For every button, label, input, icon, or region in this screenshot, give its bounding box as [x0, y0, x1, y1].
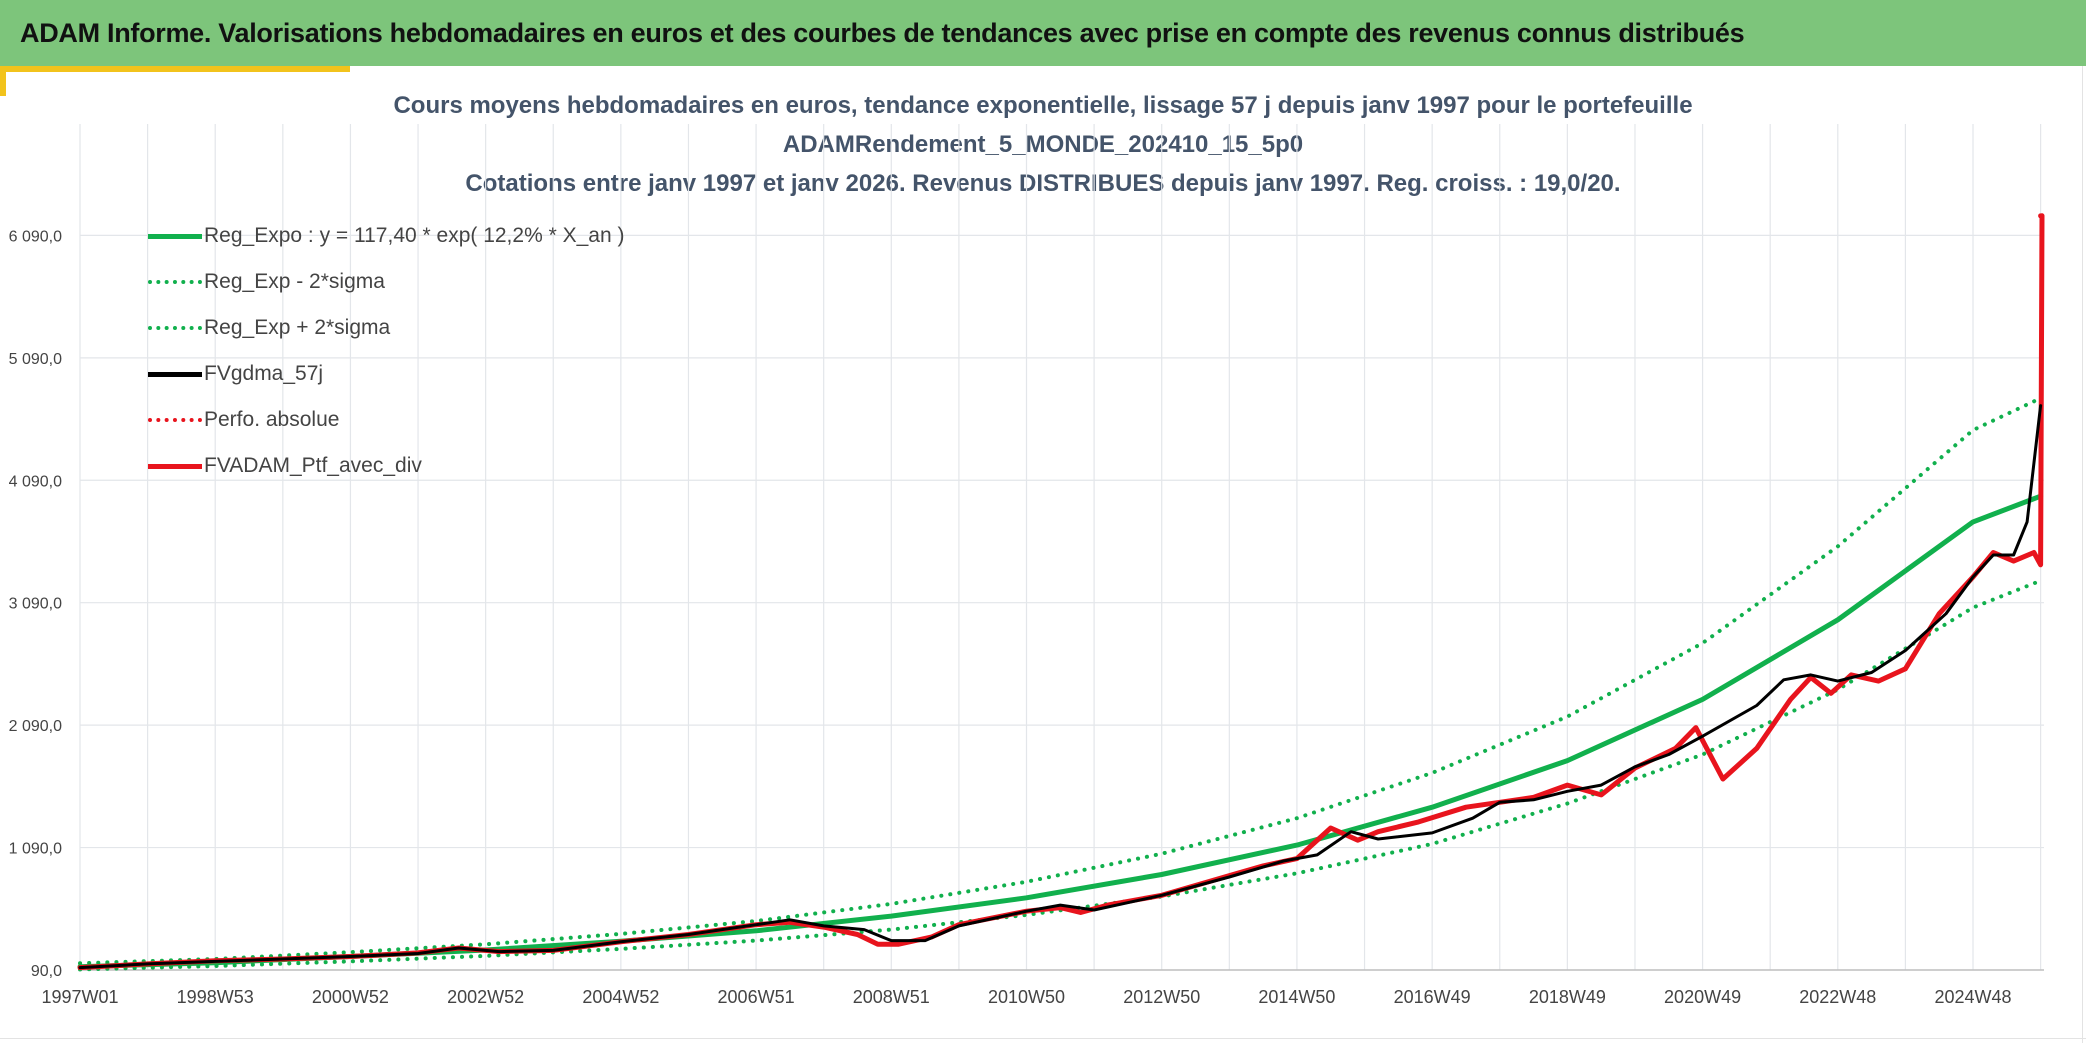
- legend-label-reg-exp-minus: Reg_Exp - 2*sigma: [204, 270, 385, 293]
- legend-swatch-perfo-absolue: [148, 418, 202, 422]
- legend-reg-expo: Reg_Expo : y = 117,40 * exp( 12,2% * X_a…: [148, 221, 624, 251]
- x-tick-label: 1998W53: [177, 987, 254, 1007]
- x-tick-label: 2008W51: [853, 987, 930, 1007]
- y-tick-label: 90,0: [31, 963, 62, 980]
- y-tick-label: 3 090,0: [9, 596, 62, 613]
- x-tick-label: 2000W52: [312, 987, 389, 1007]
- legend-swatch-fvadam: [148, 463, 202, 469]
- frame-border-bottom: [0, 1038, 2086, 1039]
- legend-label-fvadam: FVADAM_Ptf_avec_div: [204, 454, 422, 477]
- legend-swatch-reg-exp-minus: [148, 280, 202, 284]
- legend-label-fvgdma: FVgdma_57j: [204, 362, 324, 385]
- legend-swatch-reg-expo: [148, 233, 202, 239]
- x-tick-label: 2024W48: [1934, 987, 2011, 1007]
- x-tick-label: 2020W49: [1664, 987, 1741, 1007]
- legend-swatch-reg-exp-plus: [148, 326, 202, 330]
- x-tick-label: 2004W52: [582, 987, 659, 1007]
- series-line-0: [77, 493, 2044, 970]
- x-tick-label: 2012W50: [1123, 987, 1200, 1007]
- legend-fvadam: FVADAM_Ptf_avec_div: [148, 451, 422, 481]
- x-tick-label: 1997W01: [41, 987, 118, 1007]
- legend-label-perfo-absolue: Perfo. absolue: [204, 408, 340, 431]
- series-line-2: [78, 396, 2043, 966]
- x-tick-label: 2014W50: [1258, 987, 1335, 1007]
- chart-title-line-2: ADAMRendement_5_MONDE_202410_15_5p0: [782, 131, 1304, 158]
- x-tick-label: 2018W49: [1529, 987, 1606, 1007]
- y-tick-label: 6 090,0: [9, 228, 62, 245]
- series-line-3: [78, 404, 2043, 970]
- x-tick-label: 2002W52: [447, 987, 524, 1007]
- frame-border-right: [2082, 66, 2083, 1043]
- y-tick-label: 4 090,0: [9, 473, 62, 490]
- x-tick-label: 2006W51: [718, 987, 795, 1007]
- legend-perfo-absolue: Perfo. absolue: [148, 405, 339, 435]
- chart-title-line-1: Cours moyens hebdomadaires en euros, ten…: [393, 92, 1693, 119]
- x-tick-label: 2016W49: [1394, 987, 1471, 1007]
- y-tick-label: 1 090,0: [9, 841, 62, 858]
- series-point: [2038, 213, 2044, 219]
- legend-reg-exp-minus: Reg_Exp - 2*sigma: [148, 267, 385, 297]
- legend-fvgdma: FVgdma_57j: [148, 359, 323, 389]
- legend-reg-exp-plus: Reg_Exp + 2*sigma: [148, 313, 390, 343]
- y-tick-label: 2 090,0: [9, 718, 62, 735]
- x-tick-label: 2022W48: [1799, 987, 1876, 1007]
- report-header: ADAM Informe. Valorisations hebdomadaire…: [0, 0, 2086, 66]
- report-title: ADAM Informe. Valorisations hebdomadaire…: [20, 17, 1745, 48]
- x-tick-label: 2010W50: [988, 987, 1065, 1007]
- chart-title-line-3: Cotations entre janv 1997 et janv 2026. …: [465, 170, 1621, 197]
- legend-label-reg-exp-plus: Reg_Exp + 2*sigma: [204, 316, 391, 339]
- frame-accent-top: [0, 66, 350, 72]
- frame-accent-left: [0, 66, 6, 96]
- y-tick-label: 5 090,0: [9, 351, 62, 368]
- series-line-1: [78, 578, 2043, 972]
- legend-label-reg-expo: Reg_Expo : y = 117,40 * exp( 12,2% * X_a…: [204, 224, 625, 247]
- legend-swatch-fvgdma: [148, 371, 202, 377]
